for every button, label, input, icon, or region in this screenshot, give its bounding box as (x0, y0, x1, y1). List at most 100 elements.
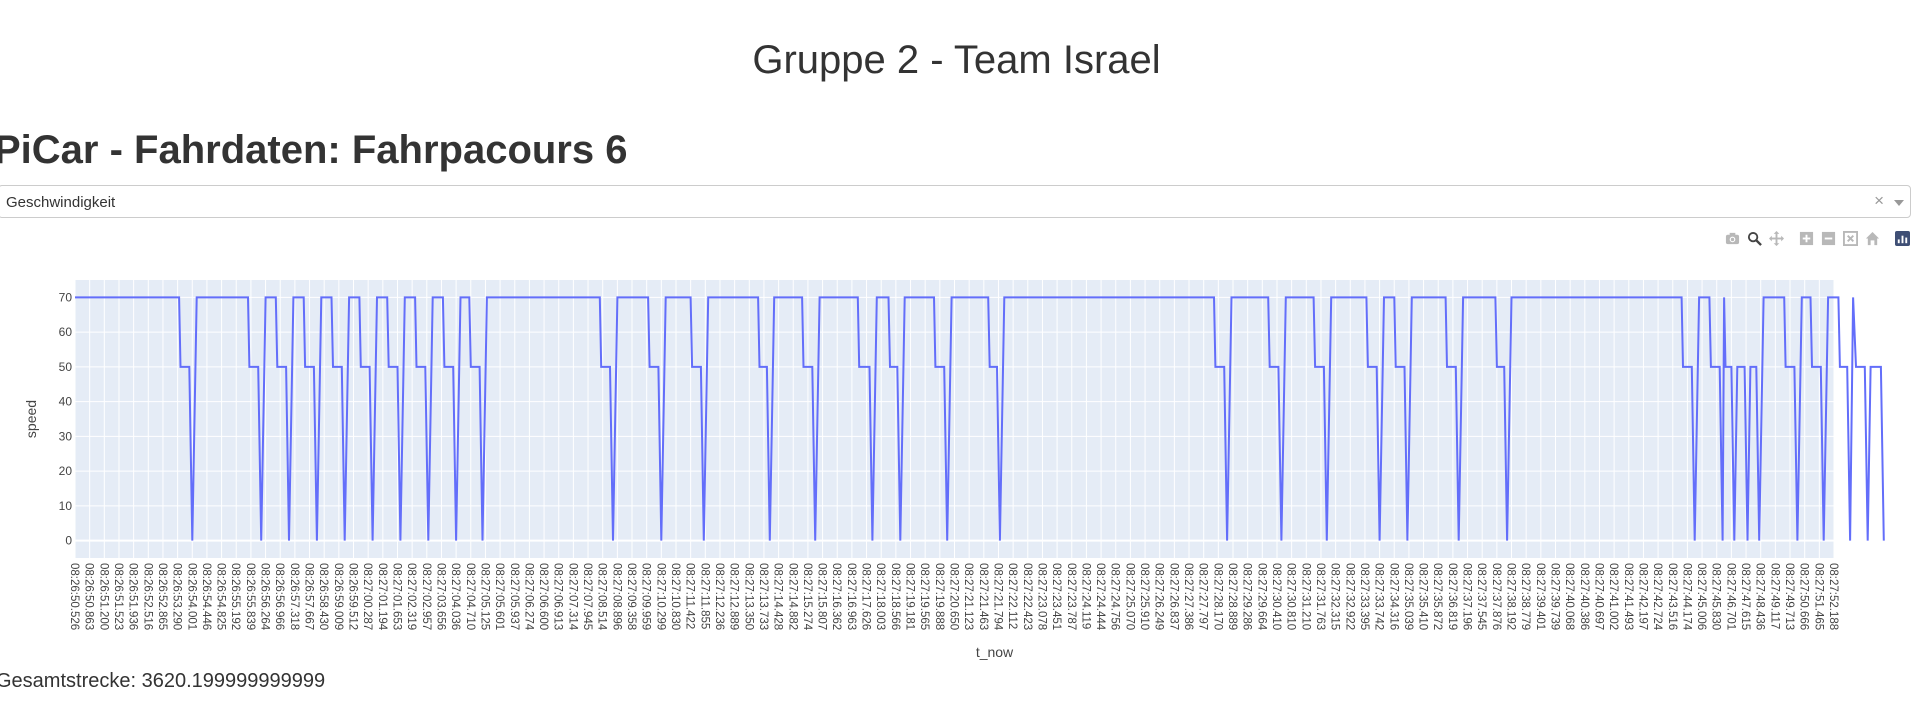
x-tick-label: 08:27:19.888 (933, 563, 945, 630)
x-tick-label: 08:26:58.430 (317, 563, 329, 630)
x-tick-label: 08:27:01.653 (390, 563, 402, 630)
x-tick-label: 08:26:54.825 (215, 563, 227, 630)
x-tick-label: 08:27:45.830 (1710, 563, 1722, 630)
y-tick-label: 10 (59, 499, 73, 513)
x-tick-label: 08:26:59.512 (347, 563, 359, 630)
x-tick-label: 08:26:55.192 (229, 563, 241, 630)
y-tick-label: 30 (59, 429, 73, 443)
zoom-icon[interactable] (1743, 228, 1765, 248)
x-tick-label: 08:27:38.779 (1519, 563, 1531, 630)
x-tick-label: 08:27:23.787 (1065, 563, 1077, 630)
x-tick-label: 08:27:08.514 (596, 563, 608, 631)
metric-dropdown[interactable]: Geschwindigkeit × (0, 185, 1911, 218)
y-tick-label: 20 (59, 464, 73, 478)
x-tick-label: 08:27:13.733 (757, 563, 769, 630)
x-tick-label: 08:27:05.937 (508, 563, 520, 630)
y-tick-label: 0 (65, 534, 72, 548)
x-tick-label: 08:27:07.314 (566, 563, 578, 631)
chevron-down-icon[interactable] (1894, 200, 1904, 206)
x-tick-label: 08:27:38.192 (1505, 563, 1517, 630)
x-tick-label: 08:27:01.194 (376, 563, 388, 631)
x-tick-label: 08:27:06.600 (537, 563, 549, 630)
total-distance-text: Gesamtstrecke: 3620.199999999999 (0, 670, 326, 692)
x-tick-label: 08:27:34.316 (1387, 563, 1399, 630)
x-tick-label: 08:27:02.957 (420, 563, 432, 630)
x-tick-label: 08:27:02.319 (405, 563, 417, 630)
x-tick-label: 08:27:17.626 (860, 563, 872, 630)
dropdown-selected-value: Geschwindigkeit (6, 194, 116, 211)
x-tick-label: 08:27:06.274 (522, 563, 534, 631)
x-tick-label: 08:26:56.264 (259, 563, 271, 631)
zoom-out-icon[interactable] (1817, 228, 1839, 248)
x-tick-label: 08:27:41.002 (1607, 563, 1619, 630)
x-tick-label: 08:27:42.197 (1636, 563, 1648, 630)
x-tick-label: 08:26:57.318 (288, 563, 300, 630)
plotly-logo-icon[interactable] (1891, 228, 1913, 248)
x-tick-label: 08:27:20.650 (948, 563, 960, 630)
x-tick-label: 08:26:59.009 (332, 563, 344, 630)
x-tick-label: 08:26:54.446 (200, 563, 212, 630)
x-tick-label: 08:27:11.422 (684, 563, 696, 629)
x-tick-label: 08:27:33.742 (1373, 563, 1385, 630)
x-tick-label: 08:27:09.358 (625, 563, 637, 630)
x-tick-label: 08:27:44.174 (1680, 563, 1692, 631)
y-axis-title: speed (23, 400, 39, 438)
x-tick-label: 08:27:31.210 (1299, 563, 1311, 630)
x-tick-label: 08:27:08.896 (610, 563, 622, 630)
x-tick-label: 08:27:39.401 (1534, 563, 1546, 630)
x-tick-label: 08:27:48.436 (1754, 563, 1766, 630)
speed-series-line (75, 296, 1885, 541)
x-tick-label: 08:27:14.882 (786, 563, 798, 630)
page-title: Gruppe 2 - Team Israel (752, 38, 1161, 82)
x-tick-label: 08:27:30.410 (1270, 563, 1282, 630)
x-tick-label: 08:27:27.797 (1197, 563, 1209, 630)
x-tick-label: 08:26:56.966 (273, 563, 285, 630)
x-tick-label: 08:27:05.125 (478, 563, 490, 630)
x-tick-label: 08:27:15.274 (801, 563, 813, 631)
x-tick-label: 08:27:37.545 (1475, 563, 1487, 630)
x-tick-label: 08:27:19.181 (904, 563, 916, 630)
x-tick-label: 08:27:49.117 (1768, 563, 1780, 629)
y-tick-label: 70 (59, 290, 73, 304)
x-tick-label: 08:27:35.872 (1431, 563, 1443, 630)
x-tick-label: 08:27:23.078 (1035, 563, 1047, 630)
x-tick-label: 08:27:10.830 (669, 563, 681, 630)
x-tick-label: 08:27:39.739 (1548, 563, 1560, 630)
x-tick-label: 08:27:47.615 (1739, 563, 1751, 630)
x-tick-label: 08:27:28.170 (1211, 563, 1223, 630)
x-tick-label: 08:27:35.039 (1402, 563, 1414, 630)
chart-section-title: PiCar - Fahrdaten: Fahrpacours 6 (0, 128, 628, 172)
x-tick-label: 08:27:28.889 (1226, 563, 1238, 630)
x-tick-label: 08:26:50.526 (68, 563, 80, 630)
x-tick-label: 08:27:07.945 (581, 563, 593, 630)
x-tick-label: 08:27:32.315 (1329, 563, 1341, 630)
x-tick-label: 08:27:10.299 (654, 563, 666, 630)
x-tick-label: 08:26:50.863 (83, 563, 95, 630)
x-tick-label: 08:27:12.236 (713, 563, 725, 630)
x-tick-label: 08:27:25.070 (1123, 563, 1135, 630)
x-tick-label: 08:27:50.666 (1798, 563, 1810, 630)
y-tick-label: 50 (59, 360, 73, 374)
camera-icon[interactable] (1721, 228, 1743, 248)
reset-axes-icon[interactable] (1861, 228, 1883, 248)
x-tick-label: 08:27:12.889 (728, 563, 740, 630)
x-tick-label: 08:26:51.936 (127, 563, 139, 630)
x-tick-label: 08:27:19.565 (918, 563, 930, 630)
x-tick-label: 08:26:51.200 (97, 563, 109, 630)
x-tick-label: 08:27:40.068 (1563, 563, 1575, 630)
x-tick-label: 08:27:27.386 (1182, 563, 1194, 630)
autoscale-icon[interactable] (1839, 228, 1861, 248)
clear-icon[interactable]: × (1874, 191, 1884, 210)
zoom-in-icon[interactable] (1795, 228, 1817, 248)
pan-icon[interactable] (1765, 228, 1787, 248)
x-tick-label: 08:27:18.566 (889, 563, 901, 630)
x-tick-label: 08:26:52.516 (141, 563, 153, 630)
x-tick-label: 08:27:29.286 (1241, 563, 1253, 630)
x-tick-label: 08:27:22.112 (1006, 563, 1018, 629)
x-tick-label: 08:27:21.463 (977, 563, 989, 630)
x-tick-label: 08:27:25.910 (1138, 563, 1150, 630)
x-tick-label: 08:26:57.667 (303, 563, 315, 630)
x-tick-label: 08:27:24.444 (1094, 563, 1106, 631)
x-tick-label: 08:27:00.287 (361, 563, 373, 630)
